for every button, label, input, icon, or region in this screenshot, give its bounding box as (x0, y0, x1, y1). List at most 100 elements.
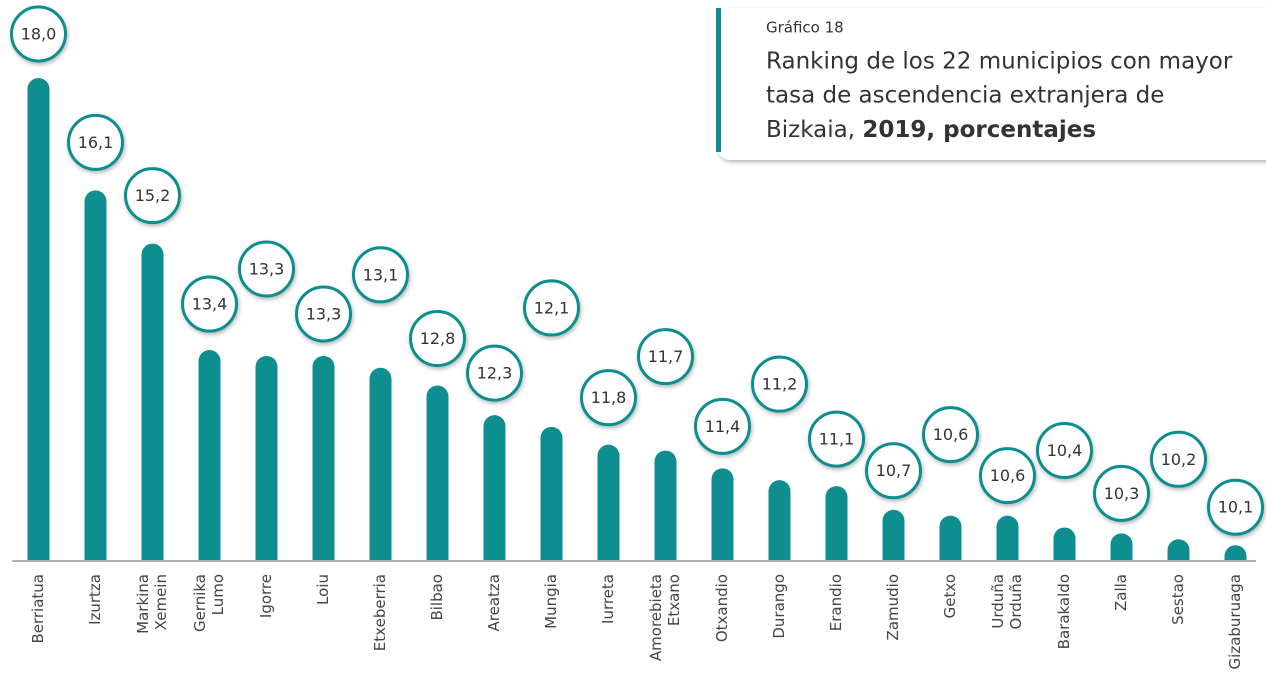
bar (312, 355, 335, 560)
label-bubble (751, 355, 808, 413)
data-label: 15,2 (135, 186, 171, 205)
bar (198, 350, 221, 560)
chart-title: tasa de ascendencia extranjera de (766, 83, 1164, 109)
data-label: 10,1 (1218, 498, 1254, 517)
x-tick-label: Mungia (542, 574, 560, 629)
label-bubble (466, 344, 523, 402)
label-bubble (1207, 478, 1264, 536)
x-tick-label: Gizaburuaga (1226, 574, 1244, 669)
chart-label: Gráfico 18 (766, 19, 844, 37)
data-label: 11,2 (762, 375, 798, 394)
data-label: 13,3 (249, 259, 285, 278)
x-tick-label: Orduña (1007, 574, 1025, 629)
data-label: 13,3 (306, 304, 342, 323)
data-label: 11,4 (705, 417, 741, 436)
label-bubble (124, 167, 181, 225)
bar (1053, 527, 1076, 560)
chart-title: Ranking de los 22 municipios con mayor (766, 49, 1233, 75)
data-label: 12,1 (534, 298, 570, 317)
label-bubble (922, 406, 979, 464)
bar (882, 509, 905, 560)
bar (768, 480, 791, 560)
x-tick-label: Otxandio (713, 574, 731, 642)
bar (1224, 545, 1247, 560)
bar (939, 515, 962, 560)
bar (1110, 533, 1133, 560)
data-label: 10,4 (1047, 441, 1083, 460)
label-bubble (181, 275, 238, 333)
x-tick-label: Erandio (827, 574, 845, 631)
x-tick-label: Urduña (989, 574, 1007, 629)
x-tick-label: Bilbao (428, 574, 446, 621)
x-tick-label: Areatza (485, 574, 503, 631)
bar (654, 450, 677, 560)
label-bubble (637, 328, 694, 386)
data-label: 11,7 (648, 347, 684, 366)
x-tick-label: Gernika (191, 574, 209, 632)
label-bubble (580, 369, 637, 427)
label-bubble (694, 397, 751, 455)
x-tick-label: Izurtza (86, 574, 104, 625)
label-bubble (808, 410, 865, 468)
label-bubble (865, 442, 922, 500)
data-label: 11,8 (591, 388, 627, 407)
bar (1167, 539, 1190, 560)
data-label: 18,0 (21, 25, 57, 44)
bar (483, 415, 506, 560)
data-label: 13,4 (192, 295, 228, 314)
bar (369, 367, 392, 560)
bar (141, 243, 164, 561)
label-bubble (352, 246, 409, 304)
data-label: 12,3 (477, 364, 513, 383)
label-bubble (979, 447, 1036, 505)
label-bubble (295, 285, 352, 343)
label-bubble (523, 279, 580, 337)
x-tick-label: Sestao (1169, 574, 1187, 625)
title-panel: Gráfico 18 Ranking de los 22 municipios … (716, 8, 1266, 160)
x-tick-label: Lumo (209, 574, 227, 615)
bar (27, 78, 50, 560)
x-tick-label: Berriatua (29, 574, 47, 644)
label-bubble (1093, 464, 1150, 522)
x-tick-label: Iurreta (599, 574, 617, 624)
label-bubble (409, 310, 466, 368)
x-tick-label: Zalla (1112, 574, 1130, 611)
x-tick-label: Etxano (665, 574, 683, 626)
label-bubble (67, 113, 124, 171)
bar (996, 515, 1019, 560)
label-bubble (10, 5, 67, 63)
data-label: 10,3 (1104, 484, 1140, 503)
label-bubble (238, 240, 295, 298)
panel-bg (718, 8, 1266, 160)
x-tick-label: Barakaldo (1055, 574, 1073, 649)
bar (597, 444, 620, 560)
label-bubble (1036, 421, 1093, 479)
x-tick-label: Zamudio (884, 574, 902, 640)
x-tick-label: Igorre (257, 574, 275, 618)
x-tick-label: Etxeberria (371, 574, 389, 651)
bar (426, 385, 449, 560)
bar (825, 486, 848, 560)
chart-title: Bizkaia, 2019, porcentajes (766, 117, 1096, 143)
data-label: 13,1 (363, 265, 399, 284)
x-tick-label: Durango (770, 574, 788, 639)
panel-accent (716, 8, 721, 152)
label-bubble (1150, 430, 1207, 488)
x-tick-label: Loiu (314, 574, 332, 605)
x-tick-label: Markina (134, 574, 152, 634)
data-label: 10,6 (990, 466, 1026, 485)
bar (255, 355, 278, 560)
data-label: 11,1 (819, 430, 855, 449)
bar (711, 468, 734, 560)
chart-title: Bizkaia, (766, 117, 862, 143)
bar (84, 190, 107, 560)
x-tick-label: Getxo (941, 574, 959, 618)
x-tick-label: Xemein (152, 574, 170, 630)
data-label: 16,1 (78, 133, 114, 152)
data-label: 12,8 (420, 329, 456, 348)
data-label: 10,6 (933, 425, 969, 444)
bar (540, 426, 563, 560)
data-label: 10,2 (1161, 450, 1197, 469)
data-label: 10,7 (876, 461, 912, 480)
